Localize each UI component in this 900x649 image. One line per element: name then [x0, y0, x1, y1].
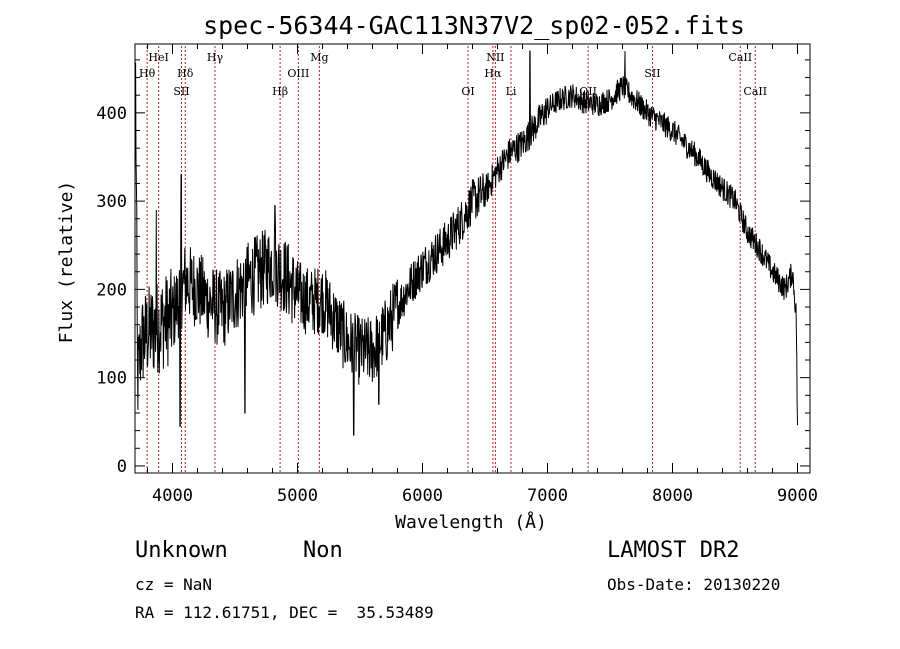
- ra-dec-coordinates: RA = 112.61751, DEC = 35.53489: [135, 603, 434, 622]
- y-axis: 0 100 200 300 400: [96, 59, 810, 477]
- emission-line-label: CaII: [743, 85, 767, 98]
- x-axis: 4000 5000 6000 7000 8000 9000: [147, 44, 818, 506]
- chart-title: spec-56344-GAC113N37V2_sp02-052.fits: [203, 11, 745, 40]
- y-axis-label: Flux (relative): [56, 181, 77, 344]
- emission-line-markers: [146, 46, 756, 473]
- emission-line-label: SII: [173, 85, 189, 98]
- emission-line-label: Hβ: [272, 85, 288, 98]
- emission-line-label: Hα: [484, 67, 502, 80]
- object-class: Unknown: [135, 538, 228, 563]
- emission-line-label: Hδ: [177, 67, 194, 80]
- y-tick-label: 0: [117, 457, 127, 477]
- y-tick-label: 200: [96, 280, 127, 300]
- emission-line-label: NII: [486, 51, 504, 64]
- x-tick-label: 5000: [277, 486, 318, 506]
- x-tick-label: 8000: [652, 486, 693, 506]
- x-tick-label: 4000: [152, 486, 193, 506]
- redshift-cz: cz = NaN: [135, 575, 213, 594]
- x-tick-label: 9000: [777, 486, 818, 506]
- spectrum-line: [135, 50, 798, 436]
- survey-name: LAMOST DR2: [607, 538, 740, 563]
- y-tick-label: 400: [96, 104, 127, 124]
- emission-line-label: OIII: [287, 67, 309, 80]
- emission-line-label: Hθ: [139, 67, 156, 80]
- x-tick-label: 7000: [527, 486, 568, 506]
- plot-frame: [134, 43, 811, 474]
- x-axis-label: Wavelength (Å): [395, 511, 547, 533]
- emission-line-label: CaII: [728, 51, 752, 64]
- x-tick-label: 6000: [402, 486, 443, 506]
- object-subclass: Non: [303, 538, 343, 563]
- observation-date: Obs-Date: 20130220: [607, 575, 781, 594]
- y-tick-label: 300: [96, 192, 127, 212]
- emission-line-label: Hγ: [207, 51, 224, 64]
- emission-line-label: Li: [506, 85, 517, 98]
- emission-line-label: OI: [461, 85, 474, 98]
- y-tick-label: 100: [96, 369, 127, 389]
- emission-line-label: SII: [644, 67, 660, 80]
- emission-line-label: Mg: [310, 51, 328, 64]
- emission-line-label: HeI: [148, 51, 168, 64]
